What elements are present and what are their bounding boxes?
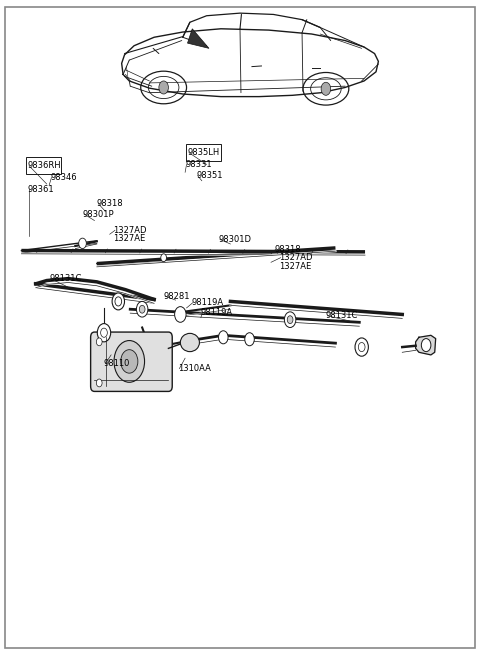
- Text: 9836RH: 9836RH: [28, 161, 61, 170]
- Text: 98281: 98281: [164, 291, 190, 301]
- Text: 1327AE: 1327AE: [114, 234, 146, 243]
- Circle shape: [218, 331, 228, 344]
- Text: 98318: 98318: [97, 199, 123, 208]
- Circle shape: [421, 339, 431, 352]
- Circle shape: [79, 238, 86, 249]
- Circle shape: [115, 297, 121, 306]
- Circle shape: [355, 338, 368, 356]
- Text: 98119A: 98119A: [192, 298, 224, 307]
- Circle shape: [245, 333, 254, 346]
- Circle shape: [321, 83, 331, 96]
- Text: 9835LH: 9835LH: [188, 148, 220, 157]
- Text: 98301P: 98301P: [83, 210, 114, 219]
- Polygon shape: [416, 335, 436, 355]
- Text: 98131C: 98131C: [49, 274, 82, 283]
- Text: 98351: 98351: [196, 171, 223, 180]
- Text: 98301D: 98301D: [218, 235, 252, 244]
- Circle shape: [120, 350, 138, 373]
- Text: 1327AD: 1327AD: [114, 226, 147, 235]
- Circle shape: [287, 316, 293, 324]
- FancyBboxPatch shape: [91, 332, 172, 392]
- Text: 98361: 98361: [28, 185, 54, 194]
- Polygon shape: [188, 29, 209, 48]
- Text: 98131C: 98131C: [326, 311, 358, 320]
- Text: 98119A: 98119A: [201, 308, 233, 317]
- Text: 98331: 98331: [185, 160, 212, 169]
- Circle shape: [161, 253, 167, 261]
- Circle shape: [96, 379, 102, 387]
- Circle shape: [175, 307, 186, 322]
- Text: 1327AE: 1327AE: [279, 262, 312, 271]
- Circle shape: [136, 301, 148, 317]
- Circle shape: [359, 343, 365, 352]
- Text: 98110: 98110: [104, 359, 131, 368]
- Text: 98346: 98346: [50, 173, 77, 182]
- Text: 1310AA: 1310AA: [178, 364, 211, 373]
- Circle shape: [112, 293, 124, 310]
- Circle shape: [96, 338, 102, 346]
- Circle shape: [139, 305, 145, 313]
- Ellipse shape: [180, 333, 199, 352]
- Circle shape: [159, 81, 168, 94]
- Circle shape: [284, 312, 296, 328]
- Circle shape: [97, 324, 111, 342]
- Text: 98318: 98318: [275, 245, 301, 253]
- Text: 1327AD: 1327AD: [279, 253, 312, 262]
- Circle shape: [114, 341, 144, 383]
- Circle shape: [101, 328, 108, 337]
